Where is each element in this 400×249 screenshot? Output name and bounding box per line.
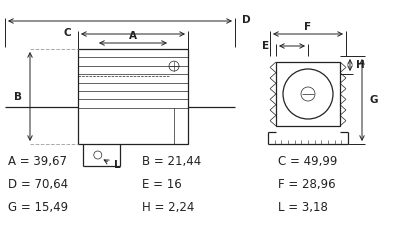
Text: G = 15,49: G = 15,49 xyxy=(8,200,68,213)
Text: A = 39,67: A = 39,67 xyxy=(8,154,67,168)
Text: L = 3,18: L = 3,18 xyxy=(278,200,328,213)
Text: H = 2,24: H = 2,24 xyxy=(142,200,194,213)
Text: C = 49,99: C = 49,99 xyxy=(278,154,337,168)
Text: C: C xyxy=(63,28,71,38)
Text: H: H xyxy=(356,60,365,70)
Text: E: E xyxy=(262,41,269,51)
Bar xyxy=(78,49,188,144)
Text: A: A xyxy=(129,31,137,41)
Text: G: G xyxy=(370,95,378,105)
Text: B = 21,44: B = 21,44 xyxy=(142,154,201,168)
Text: D = 70,64: D = 70,64 xyxy=(8,178,68,190)
Text: F: F xyxy=(304,22,312,32)
Text: E = 16: E = 16 xyxy=(142,178,182,190)
Bar xyxy=(276,62,340,126)
Text: B: B xyxy=(14,91,22,102)
Text: D: D xyxy=(242,15,251,25)
Text: F = 28,96: F = 28,96 xyxy=(278,178,336,190)
Text: L: L xyxy=(114,160,121,170)
